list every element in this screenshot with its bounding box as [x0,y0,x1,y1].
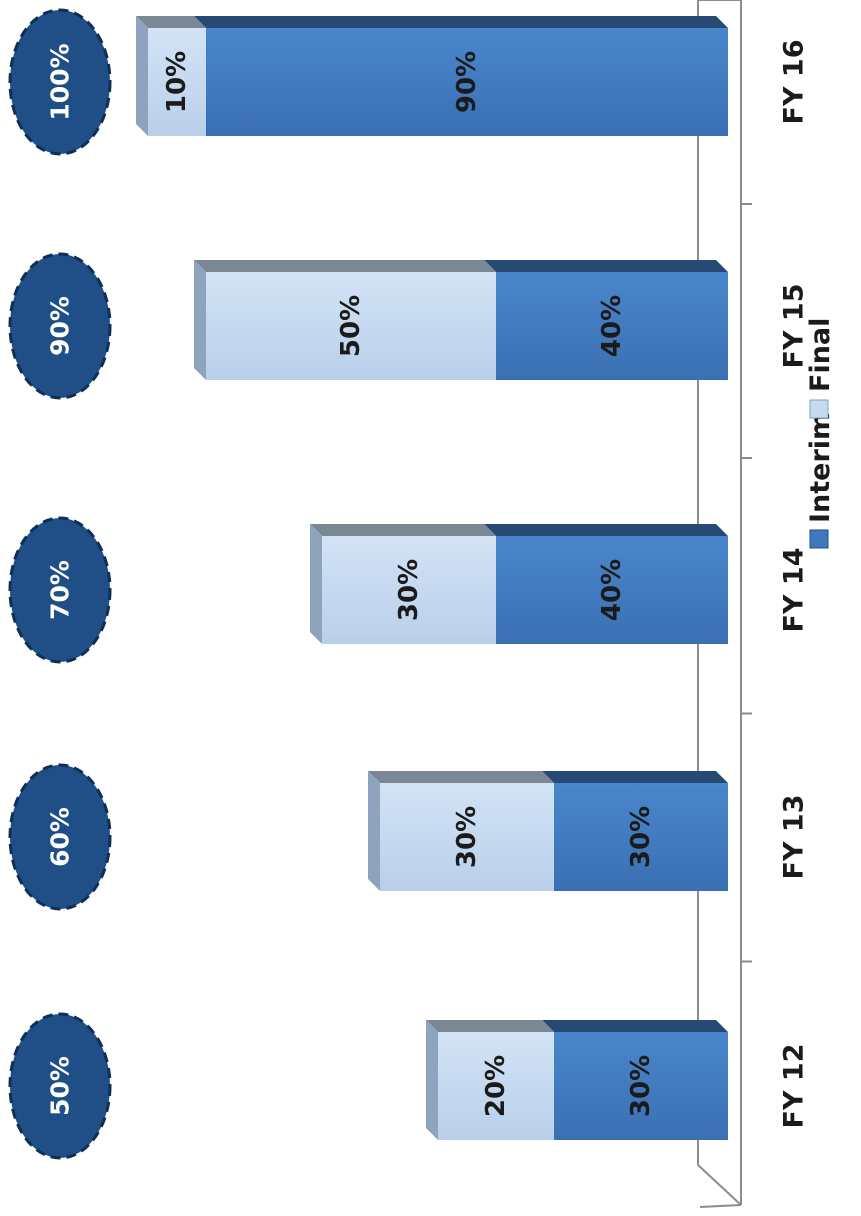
axis-bottom-edge [699,1204,742,1208]
bar-segment-final-fy-13: 30% [368,771,554,891]
bar-segment-interim-fy-14: 40% [484,524,728,644]
bar-front-face [322,536,496,644]
bar-top-face [484,260,728,272]
total-label-fy-15: 90% [46,296,75,356]
total-badge-fy-15: 90% [8,252,112,400]
category-label-fy-16: FY 16 [779,40,810,125]
total-ellipse [8,516,112,664]
bar-end-face [194,260,206,380]
data-label-final-fy-13: 30% [452,806,482,868]
bar-end-cap-fy-13 [368,771,380,891]
bar-front-face [496,536,728,644]
bar-segment-interim-fy-13: 30% [542,771,728,891]
data-label-interim-fy-15: 40% [597,295,627,357]
bar-end-face [426,1020,438,1140]
bar-top-face [194,16,728,28]
total-ellipse [8,252,112,400]
total-label-fy-16: 100% [46,43,75,120]
data-label-final-fy-15: 50% [336,295,366,357]
bar-segment-final-fy-16: 10% [136,16,206,136]
bar-top-face [542,771,728,783]
total-badge-fy-13: 60% [8,763,112,911]
total-ellipse [8,8,112,156]
data-label-final-fy-12: 20% [481,1055,511,1117]
legend: Interim Final [805,318,836,549]
legend-item-interim: Interim [805,412,836,549]
bar-front-face [206,272,496,380]
bar-segment-interim-fy-16: 90% [194,16,728,136]
total-label-fy-12: 50% [46,1056,75,1116]
bar-top-face [194,260,496,272]
data-label-interim-fy-16: 90% [452,51,482,113]
bar-top-face [368,771,554,783]
total-ellipse [8,763,112,911]
legend-label-interim: Interim [805,412,836,523]
bar-top-face [542,1020,728,1032]
bar-front-face [496,272,728,380]
bar-front-face [380,783,554,891]
bar-end-cap-fy-15 [194,260,206,380]
bar-top-face [310,524,496,536]
bar-segment-interim-fy-15: 40% [484,260,728,380]
bar-front-face [554,783,728,891]
total-badge-fy-16: 100% [8,8,112,156]
bar-segment-interim-fy-12: 30% [542,1020,728,1140]
total-label-fy-14: 70% [46,560,75,620]
bar-front-face [148,28,206,136]
bar-end-cap-fy-12 [426,1020,438,1140]
category-label-fy-12: FY 12 [779,1044,810,1129]
bar-end-face [310,524,322,644]
total-badge-fy-14: 70% [8,516,112,664]
total-badge-fy-12: 50% [8,1012,112,1160]
legend-item-final: Final [805,318,836,419]
bar-segment-final-fy-14: 30% [310,524,496,644]
bar-front-face [554,1032,728,1140]
bar-end-cap-fy-16 [136,16,148,136]
bar-front-face [206,28,728,136]
bar-segment-final-fy-12: 20% [426,1020,554,1140]
category-label-fy-14: FY 14 [779,548,810,633]
bar-front-face [438,1032,554,1140]
category-label-fy-15: FY 15 [779,284,810,369]
data-label-final-fy-16: 10% [162,51,192,113]
axis-corner [697,1164,742,1206]
bar-segment-final-fy-15: 50% [194,260,496,380]
category-label-fy-13: FY 13 [779,795,810,880]
data-label-final-fy-14: 30% [394,559,424,621]
legend-swatch-interim [809,529,829,549]
bar-end-face [368,771,380,891]
total-label-fy-13: 60% [46,807,75,867]
bar-top-face [426,1020,554,1032]
bar-top-face [136,16,206,28]
legend-label-final: Final [805,318,836,392]
legend-swatch-final [809,399,829,419]
bar-end-cap-fy-14 [310,524,322,644]
bar-end-face [136,16,148,136]
bar-top-face [484,524,728,536]
data-label-interim-fy-12: 30% [626,1055,656,1117]
data-label-interim-fy-14: 40% [597,559,627,621]
data-label-interim-fy-13: 30% [626,806,656,868]
total-ellipse [8,1012,112,1160]
